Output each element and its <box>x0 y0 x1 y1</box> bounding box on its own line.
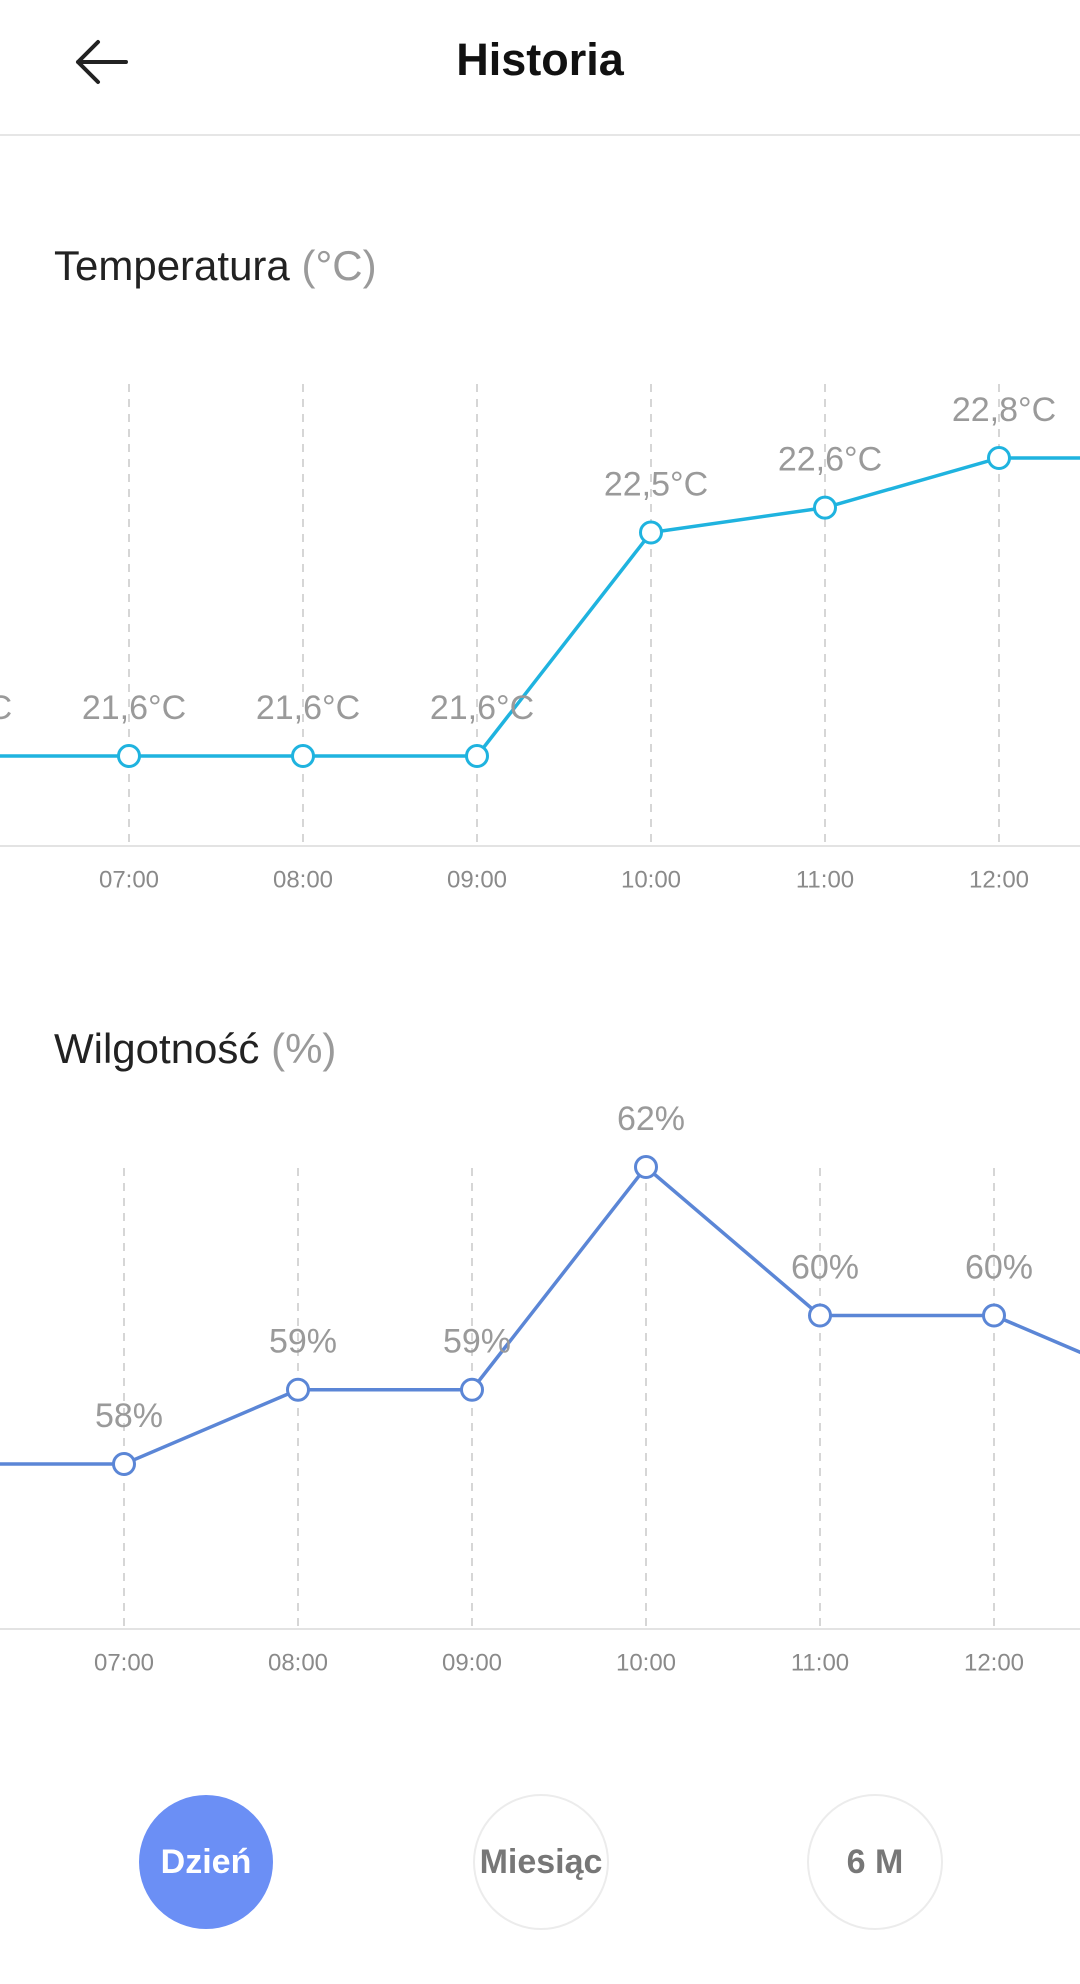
charts: Temperatura (°C) 07:00 08:00 09:00 10:00 11:0… <box>0 242 1080 1676</box>
tab-circle[interactable] <box>473 1794 609 1930</box>
value-label: 60% <box>965 1248 1033 1286</box>
tab-button[interactable]: 6 M <box>807 1794 943 1930</box>
chart-title: Temperatura (°C) <box>54 242 377 289</box>
tabs: Dzień Miesiąc 6 M <box>139 1794 943 1930</box>
value-label: 21,6°C <box>256 689 360 727</box>
data-point <box>291 744 315 768</box>
tab-circle[interactable] <box>139 1795 273 1929</box>
data-line <box>0 456 1080 758</box>
value-label: 21,6°C <box>82 689 186 727</box>
value-label: 60% <box>791 1248 859 1286</box>
data-point <box>808 1303 832 1328</box>
x-tick-label: 11:00 <box>791 1649 849 1676</box>
chart: Temperatura (°C) 07:00 08:00 09:00 10:00 11:0… <box>0 242 1080 893</box>
back-button[interactable] <box>76 40 128 84</box>
data-point <box>460 1377 484 1402</box>
x-tick-label: 12:00 <box>964 1649 1024 1676</box>
tab-circle[interactable] <box>807 1794 943 1930</box>
chart-title: Wilgotność (%) <box>54 1025 336 1072</box>
tab-label[interactable]: 6 M <box>847 1843 904 1881</box>
value-label: 22,6°C <box>778 441 882 479</box>
value-label: 21,6°C <box>0 689 12 727</box>
chart-unit: (°C) <box>301 242 376 289</box>
tab-label[interactable]: Dzień <box>161 1843 252 1881</box>
x-tick-label: 09:00 <box>442 1649 502 1676</box>
x-tick-label: 10:00 <box>621 866 681 893</box>
x-tick-label: 09:00 <box>447 866 507 893</box>
value-label: 21,6°C <box>430 689 534 727</box>
chart-unit: (%) <box>271 1025 336 1072</box>
data-point <box>117 744 141 768</box>
chart-title-text: Wilgotność <box>54 1025 259 1072</box>
data-point <box>112 1452 136 1476</box>
value-label: 59% <box>443 1323 511 1361</box>
data-point <box>639 520 663 545</box>
data-point <box>634 1155 658 1179</box>
data-point <box>465 744 489 768</box>
value-label: 59% <box>269 1323 337 1361</box>
x-tick-label: 08:00 <box>268 1649 328 1676</box>
value-label: 58% <box>95 1397 163 1435</box>
value-label: 22,5°C <box>604 465 708 503</box>
value-label: 22,8°C <box>952 391 1056 429</box>
value-label: 62% <box>617 1100 685 1138</box>
data-line <box>0 1164 1080 1466</box>
back-arrow[interactable] <box>76 40 128 84</box>
x-tick-label: 07:00 <box>94 1649 154 1676</box>
data-point <box>286 1377 310 1402</box>
chart: Wilgotność (%) 07:00 08:00 09:00 10:00 11:00 1… <box>0 1025 1080 1676</box>
tab-button[interactable]: Miesiąc <box>473 1794 609 1930</box>
x-tick-label: 11:00 <box>796 866 854 893</box>
page-title: Historia <box>456 34 625 85</box>
chart-title-text: Temperatura <box>54 242 290 289</box>
data-point <box>982 1303 1006 1328</box>
data-point <box>813 495 837 520</box>
x-tick-label: 08:00 <box>273 866 333 893</box>
tab-label[interactable]: Miesiąc <box>480 1843 603 1881</box>
x-tick-label: 12:00 <box>969 866 1029 893</box>
x-tick-label: 07:00 <box>99 866 159 893</box>
data-point <box>987 446 1011 470</box>
tab-button[interactable]: Dzień <box>139 1795 273 1929</box>
x-tick-label: 10:00 <box>616 1649 676 1676</box>
